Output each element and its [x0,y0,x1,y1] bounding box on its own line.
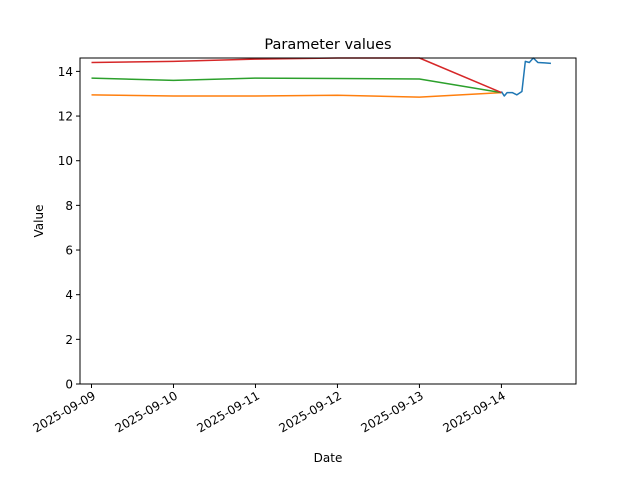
y-tick-label: 12 [58,110,73,124]
y-tick-label: 8 [65,199,73,213]
y-tick-label: 2 [65,333,73,347]
plot-frame [79,57,577,385]
series-line-1 [500,57,552,97]
series-layer [91,57,552,98]
y-axis-label: Value [32,205,46,238]
y-tick-label: 14 [58,65,73,79]
y-tick-label: 10 [58,154,73,168]
series-line-2 [91,91,502,98]
chart-title: Parameter values [264,37,391,53]
x-axis-label: Date [314,451,343,465]
y-tick-label: 0 [65,378,73,392]
series-line-4 [91,57,502,94]
series-line-3 [91,77,502,94]
y-axis: 0 2 4 6 8 10 12 14 [58,65,80,392]
y-tick-label: 4 [65,288,73,302]
y-tick-label: 6 [65,244,73,258]
